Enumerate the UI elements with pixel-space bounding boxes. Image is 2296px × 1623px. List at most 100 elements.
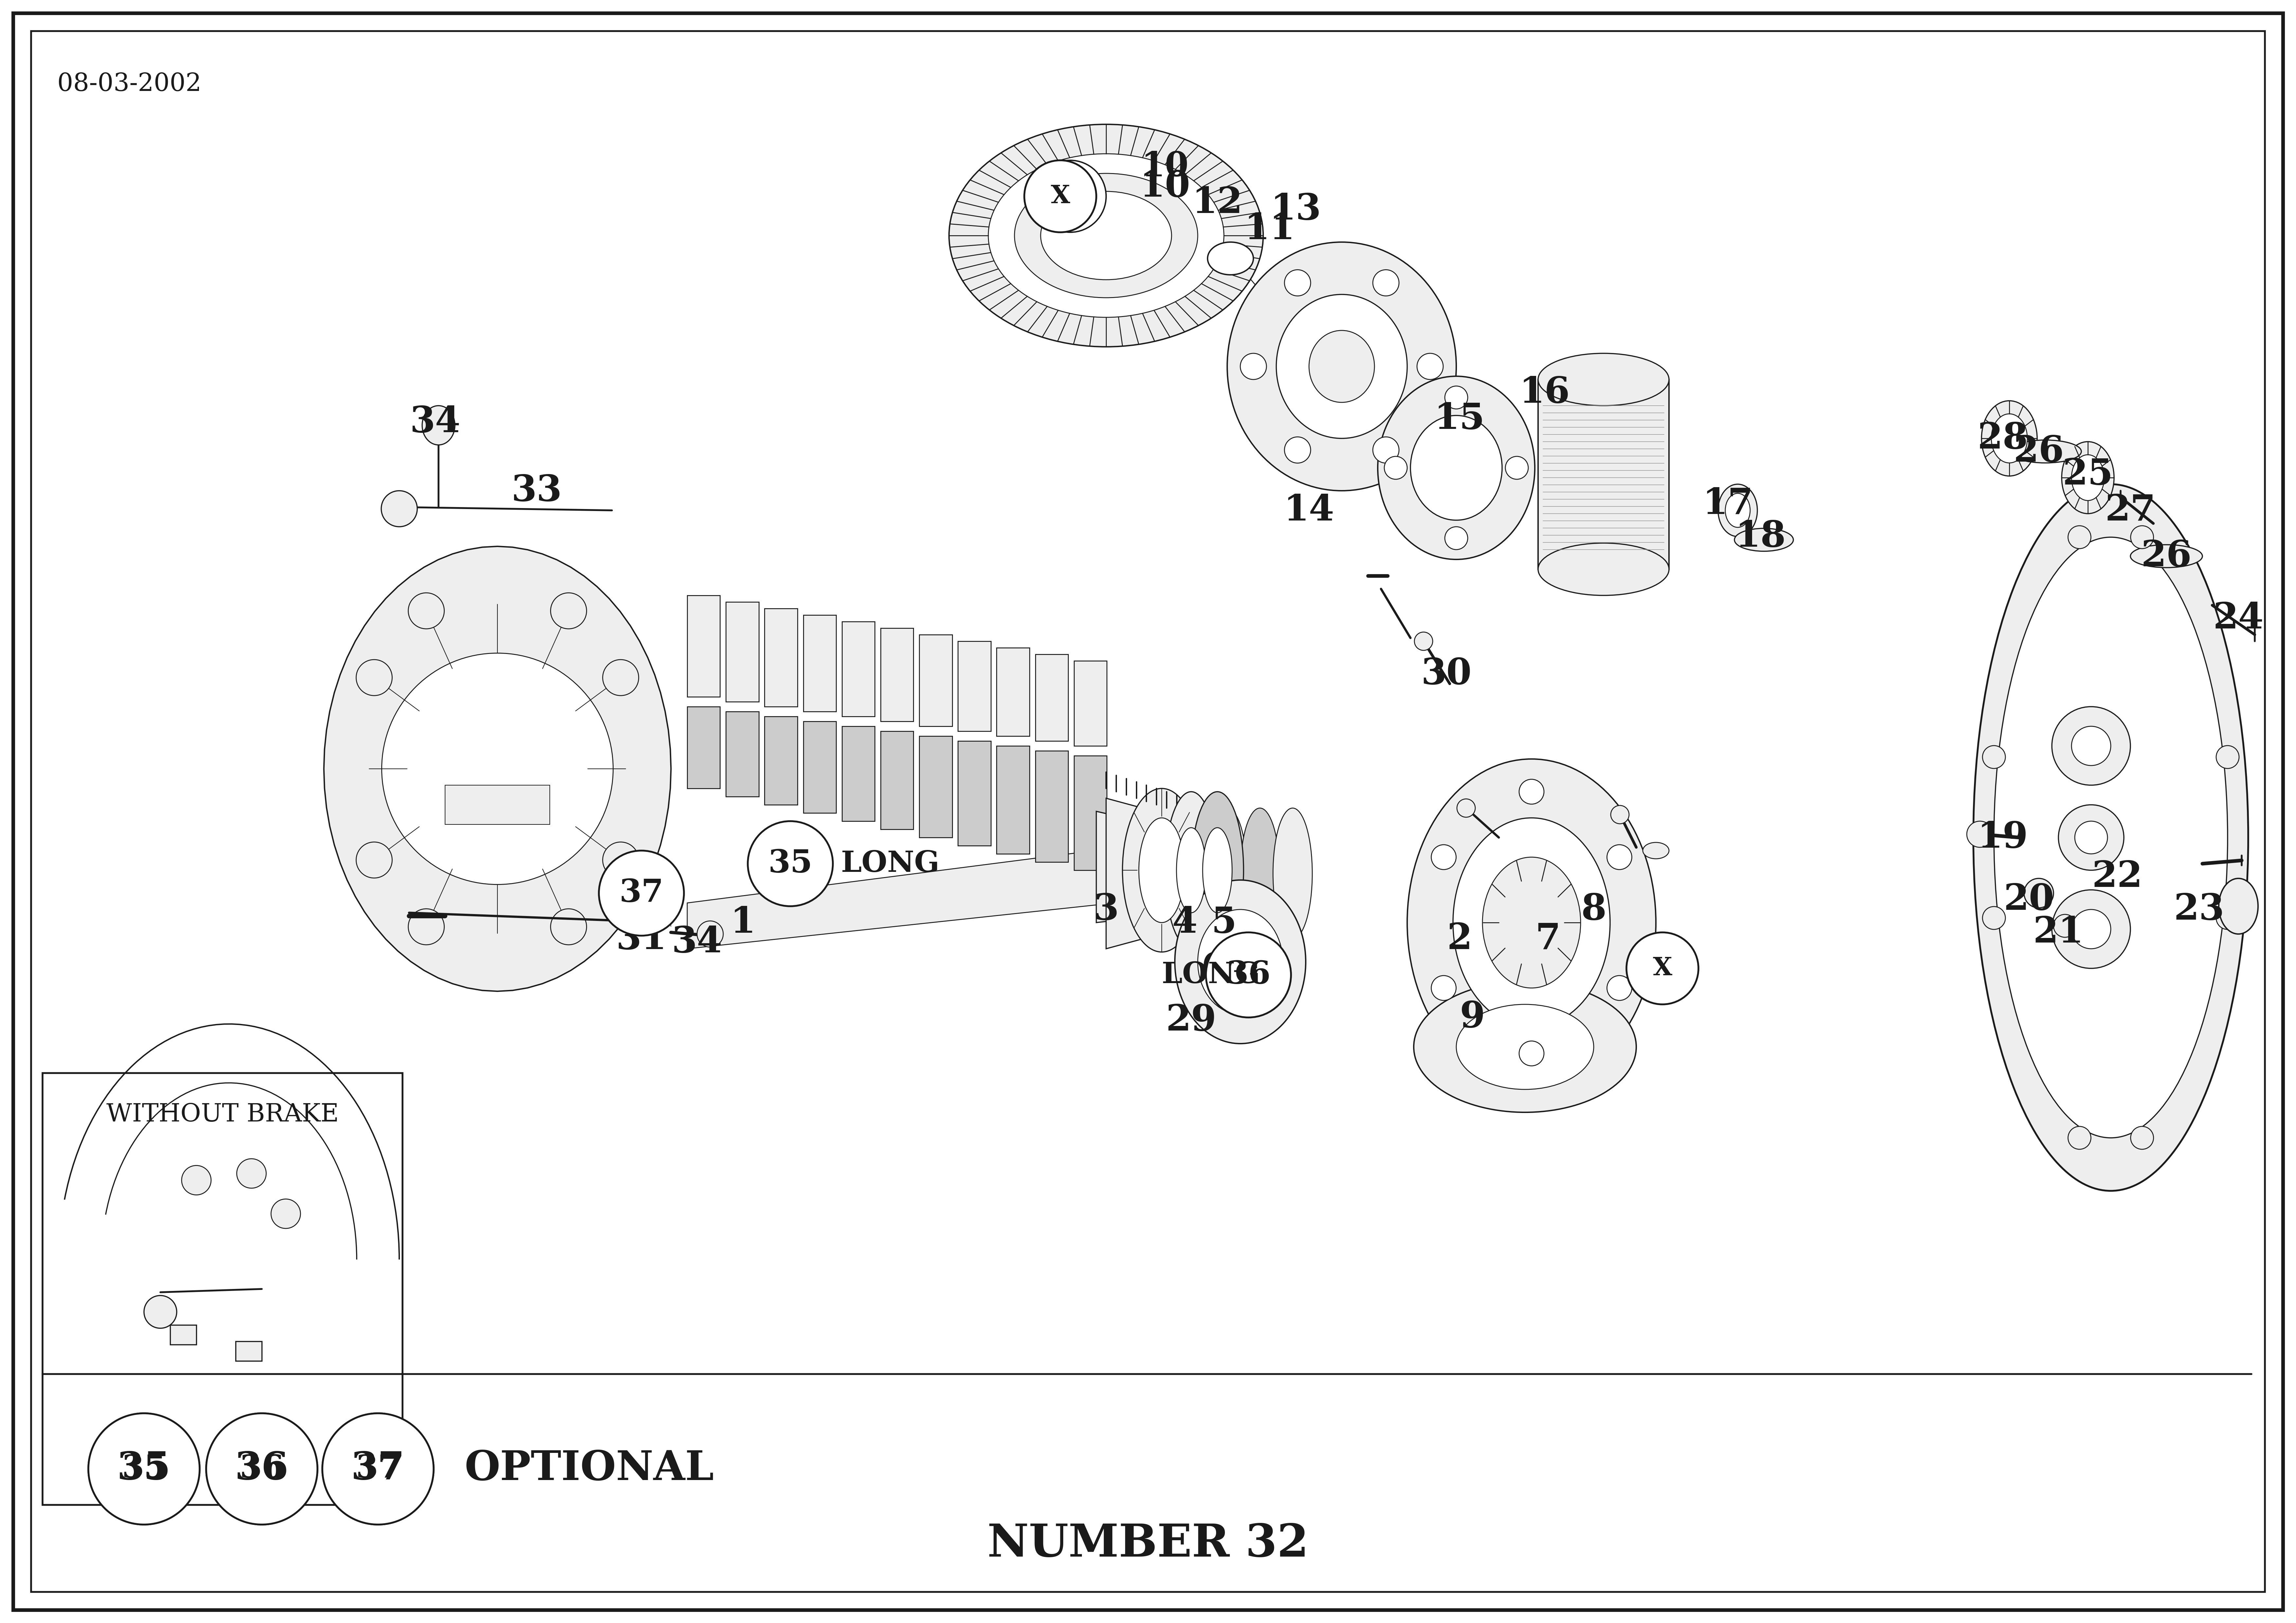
- Text: NUMBER 32: NUMBER 32: [987, 1522, 1309, 1566]
- Text: 3: 3: [1093, 893, 1118, 927]
- Ellipse shape: [1205, 932, 1290, 1018]
- Ellipse shape: [1538, 354, 1669, 406]
- Text: 37: 37: [620, 878, 664, 909]
- Text: 17: 17: [1704, 487, 1754, 521]
- Ellipse shape: [321, 1414, 434, 1524]
- Ellipse shape: [2053, 914, 2076, 938]
- Ellipse shape: [2071, 909, 2110, 949]
- Ellipse shape: [1176, 828, 1205, 912]
- Ellipse shape: [1226, 242, 1456, 490]
- Ellipse shape: [2069, 1126, 2092, 1149]
- Text: 25: 25: [2062, 456, 2112, 492]
- Ellipse shape: [2053, 889, 2131, 969]
- Text: 36: 36: [1226, 959, 1270, 990]
- Ellipse shape: [1444, 527, 1467, 550]
- Polygon shape: [765, 716, 797, 805]
- Polygon shape: [1095, 812, 1210, 922]
- Ellipse shape: [1607, 844, 1632, 870]
- Text: 10: 10: [1141, 151, 1189, 183]
- Polygon shape: [1107, 799, 1226, 949]
- Ellipse shape: [1717, 484, 1756, 537]
- Ellipse shape: [2053, 706, 2131, 786]
- Polygon shape: [687, 844, 1146, 949]
- Polygon shape: [882, 732, 914, 829]
- Ellipse shape: [1607, 975, 1632, 1000]
- Text: 26: 26: [2014, 433, 2064, 469]
- Ellipse shape: [1378, 377, 1534, 560]
- Text: 26: 26: [2142, 539, 2193, 573]
- Ellipse shape: [1164, 792, 1217, 949]
- Text: WITHOUT BRAKE: WITHOUT BRAKE: [106, 1102, 340, 1126]
- Text: 08-03-2002: 08-03-2002: [57, 71, 202, 96]
- Polygon shape: [882, 628, 914, 721]
- Text: 29: 29: [1166, 1003, 1217, 1039]
- Ellipse shape: [1373, 269, 1398, 295]
- Text: 19: 19: [1977, 820, 2027, 855]
- Ellipse shape: [1199, 909, 1283, 1014]
- Polygon shape: [1075, 756, 1107, 870]
- Ellipse shape: [602, 842, 638, 878]
- Ellipse shape: [1458, 799, 1476, 818]
- Ellipse shape: [1506, 456, 1529, 479]
- Ellipse shape: [2060, 805, 2124, 870]
- Ellipse shape: [1993, 537, 2227, 1138]
- Ellipse shape: [181, 1165, 211, 1195]
- Ellipse shape: [422, 406, 455, 445]
- Ellipse shape: [409, 909, 443, 945]
- Ellipse shape: [1033, 161, 1107, 232]
- Ellipse shape: [551, 592, 585, 628]
- Ellipse shape: [698, 920, 723, 948]
- Text: 22: 22: [2092, 859, 2142, 894]
- Text: 8: 8: [1582, 893, 1607, 927]
- Text: X: X: [1653, 956, 1671, 980]
- Ellipse shape: [1968, 821, 1993, 847]
- Text: 21: 21: [2032, 915, 2085, 949]
- Polygon shape: [804, 721, 836, 813]
- Text: 9: 9: [1460, 1000, 1486, 1035]
- Text: 36: 36: [234, 1449, 289, 1488]
- Ellipse shape: [1277, 294, 1407, 438]
- Text: 35: 35: [122, 1454, 165, 1485]
- Ellipse shape: [948, 125, 1263, 347]
- Ellipse shape: [2216, 907, 2239, 930]
- Text: 35: 35: [769, 849, 813, 880]
- Ellipse shape: [1626, 932, 1699, 1005]
- Text: OPTIONAL: OPTIONAL: [464, 1449, 714, 1488]
- Ellipse shape: [1407, 760, 1655, 1086]
- Text: LONG: LONG: [1162, 961, 1261, 988]
- Ellipse shape: [87, 1414, 200, 1524]
- Ellipse shape: [1203, 828, 1233, 912]
- Bar: [44, 1073, 402, 1505]
- Ellipse shape: [1240, 354, 1267, 380]
- Text: 33: 33: [512, 474, 563, 508]
- Text: 4: 4: [1171, 906, 1196, 940]
- Text: 14: 14: [1283, 493, 1334, 527]
- Bar: [236, 1341, 262, 1362]
- Ellipse shape: [2216, 745, 2239, 768]
- Ellipse shape: [381, 490, 418, 527]
- Text: X: X: [1058, 180, 1081, 211]
- Text: 20: 20: [2004, 883, 2055, 917]
- Ellipse shape: [1384, 456, 1407, 479]
- Polygon shape: [843, 622, 875, 716]
- Ellipse shape: [1430, 844, 1456, 870]
- Text: 36: 36: [239, 1454, 285, 1485]
- Ellipse shape: [748, 821, 833, 906]
- Polygon shape: [843, 725, 875, 821]
- Text: 12: 12: [1192, 185, 1242, 221]
- Ellipse shape: [2218, 878, 2257, 933]
- Ellipse shape: [321, 1414, 434, 1524]
- Ellipse shape: [1176, 880, 1306, 1044]
- Ellipse shape: [1981, 907, 2004, 930]
- Ellipse shape: [145, 1295, 177, 1328]
- Ellipse shape: [87, 1414, 200, 1524]
- Ellipse shape: [1192, 792, 1244, 949]
- Text: 2: 2: [1446, 922, 1472, 956]
- Text: 16: 16: [1520, 375, 1570, 411]
- Polygon shape: [918, 635, 953, 725]
- Text: 34: 34: [411, 404, 461, 440]
- Ellipse shape: [381, 652, 613, 885]
- Ellipse shape: [1410, 415, 1502, 519]
- Bar: [170, 1324, 197, 1344]
- Ellipse shape: [1538, 544, 1669, 596]
